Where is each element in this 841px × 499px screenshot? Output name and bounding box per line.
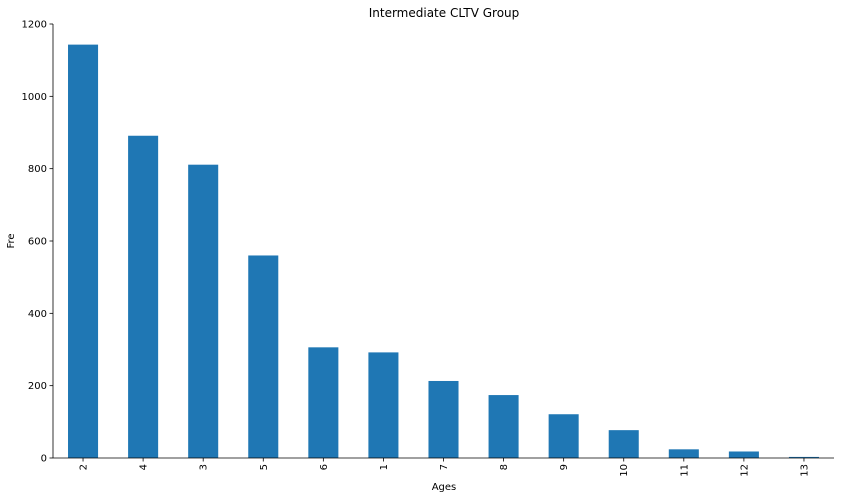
bar-9: [548, 414, 579, 458]
y-tick-label-400: 400: [28, 309, 47, 320]
y-tick-label-200: 200: [28, 381, 47, 392]
x-tick-label-12: 12: [739, 464, 750, 477]
bar-4: [128, 135, 159, 458]
bar-3: [188, 164, 219, 458]
chart-title: Intermediate CLTV Group: [369, 6, 520, 20]
x-tick-label-6: 6: [319, 464, 330, 470]
bar-10: [608, 430, 639, 458]
x-tick-label-3: 3: [199, 464, 210, 470]
y-tick-label-800: 800: [28, 164, 47, 175]
x-axis-label: Ages: [432, 482, 457, 493]
x-tick-label-13: 13: [799, 464, 810, 477]
y-tick-label-1200: 1200: [22, 20, 47, 31]
y-axis-label: Fre: [6, 233, 17, 248]
bars-group: [68, 44, 819, 459]
y-axis: 0 200 400 600 800 1000 1200: [22, 20, 54, 465]
y-tick-label-600: 600: [28, 237, 47, 248]
bar-1: [368, 352, 399, 458]
y-tick-label-0: 0: [41, 454, 47, 465]
x-tick-label-9: 9: [559, 464, 570, 470]
bar-8: [488, 395, 519, 458]
x-tick-label-7: 7: [439, 464, 450, 470]
bar-7: [428, 380, 459, 458]
x-tick-label-10: 10: [619, 464, 630, 477]
bar-11: [668, 449, 699, 458]
x-tick-label-8: 8: [499, 464, 510, 470]
x-tick-label-5: 5: [259, 464, 270, 470]
bar-2: [68, 44, 99, 459]
bar-6: [308, 347, 339, 458]
x-axis: 2 4 3 5 6 1 7 8 9 10 11 12 13: [53, 457, 834, 477]
y-tick-label-1000: 1000: [22, 92, 47, 103]
x-tick-label-2: 2: [79, 464, 90, 470]
bar-13: [788, 456, 819, 458]
x-tick-label-4: 4: [139, 464, 150, 470]
x-tick-label-11: 11: [679, 464, 690, 477]
bar-12: [728, 451, 759, 458]
bar-5: [248, 255, 279, 458]
x-tick-label-1: 1: [379, 464, 390, 470]
